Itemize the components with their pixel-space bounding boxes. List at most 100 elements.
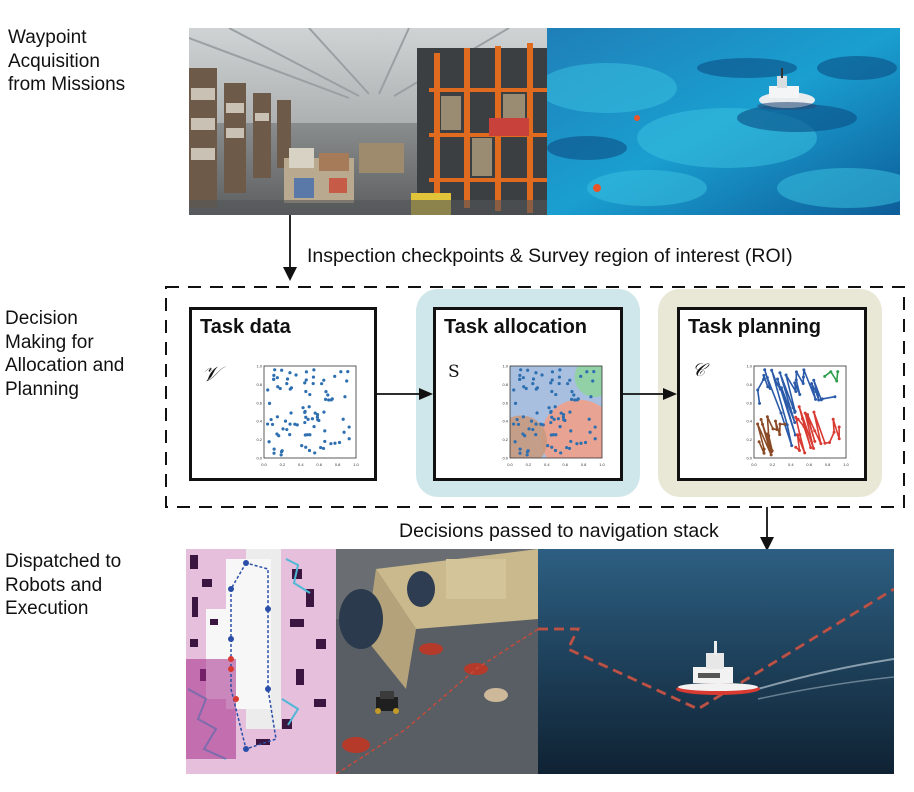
stage-label-line: Making for <box>5 331 94 353</box>
route-node <box>807 418 811 422</box>
plot-frame <box>753 365 847 459</box>
task-point <box>283 419 288 423</box>
task-point <box>559 451 563 455</box>
route-node <box>785 423 789 427</box>
route-node <box>800 417 804 421</box>
route-node <box>820 397 824 401</box>
task-point <box>525 450 530 454</box>
task-point <box>306 417 310 421</box>
stage-label-line: Execution <box>5 598 89 619</box>
occupancy-map <box>186 549 336 774</box>
task-point <box>521 415 525 419</box>
task-point <box>329 398 333 402</box>
route-node <box>805 415 809 419</box>
task-point <box>549 410 553 414</box>
task-point <box>267 401 272 405</box>
task-point <box>339 370 343 374</box>
task-point <box>512 388 516 392</box>
route-node <box>813 439 817 443</box>
route-node <box>776 377 780 381</box>
task-point <box>539 422 543 426</box>
task-point <box>550 445 554 449</box>
task-point <box>558 368 562 372</box>
x-tick-label: 0.4 <box>298 462 304 467</box>
task-point <box>521 376 525 380</box>
x-tick-label: 0.0 <box>507 462 513 467</box>
task-point <box>303 420 307 425</box>
task-point <box>529 419 534 423</box>
task-point <box>568 410 572 414</box>
route-node <box>794 389 798 393</box>
plot-frame <box>263 365 357 459</box>
task-point <box>272 377 276 381</box>
route-node <box>796 417 800 421</box>
task-point <box>527 427 531 431</box>
task-point <box>279 450 284 454</box>
task-point <box>333 374 337 378</box>
x-tick-label: 0.4 <box>788 462 794 467</box>
task-point <box>559 411 563 415</box>
task-point <box>279 453 283 457</box>
task-point <box>566 382 570 386</box>
task-point <box>281 427 285 431</box>
task-point <box>518 447 522 451</box>
task-point <box>540 373 544 377</box>
task-point <box>522 385 526 389</box>
task-point <box>277 434 281 438</box>
y-tick-label: 0.8 <box>502 382 508 387</box>
task-point <box>557 381 561 386</box>
decision-frame <box>165 286 905 508</box>
task-point <box>329 442 333 446</box>
task-point <box>315 415 319 419</box>
route-node <box>819 442 823 446</box>
route-node <box>770 368 774 372</box>
route-node <box>794 415 798 419</box>
task-point <box>534 422 538 426</box>
task-planning-routes: 0.0 0.2 0.4 0.6 0.8 1.0 1.0 0.8 0.6 0.4 0.2 0.0 <box>746 364 849 468</box>
route-node <box>793 421 797 425</box>
plot-frame <box>509 365 603 459</box>
task-point <box>293 422 297 426</box>
y-tick-label: 0.4 <box>256 419 262 424</box>
arrow-down-icon <box>760 507 774 551</box>
card-title: Task data <box>200 316 291 338</box>
task-point <box>550 378 554 382</box>
route-node <box>823 441 827 445</box>
y-tick-label: 0.8 <box>256 382 262 387</box>
task-point <box>592 369 596 374</box>
y-tick-label: 1.0 <box>256 364 262 369</box>
task-point <box>310 417 315 421</box>
task-point <box>333 441 337 445</box>
route-node <box>791 406 795 410</box>
route-node <box>767 434 771 438</box>
x-tick-label: 0.2 <box>526 462 532 467</box>
task-point <box>552 417 556 421</box>
task-point <box>341 417 345 421</box>
route-node <box>794 378 798 382</box>
stage-label-line: Planning <box>5 378 79 400</box>
task-point <box>549 381 553 385</box>
route-node <box>802 368 806 372</box>
route-node <box>837 425 841 429</box>
task-point <box>315 413 320 417</box>
task-point <box>561 415 565 419</box>
task-point <box>513 401 518 405</box>
stage-label-decision: Decision Making for Allocation and Plann… <box>5 307 124 401</box>
card-symbol: 𝒞 <box>692 360 706 381</box>
y-tick-label: 0.6 <box>256 400 262 405</box>
x-tick-label: 0.2 <box>280 462 286 467</box>
task-point <box>569 397 574 401</box>
route-node <box>790 444 794 448</box>
task-point <box>300 444 304 448</box>
route-node <box>801 382 805 386</box>
x-tick-label: 0.4 <box>544 462 550 467</box>
task-point <box>266 388 270 392</box>
task-point <box>531 427 535 432</box>
route-node <box>783 422 787 426</box>
x-tick-label: 0.6 <box>316 462 322 467</box>
task-point <box>534 433 538 437</box>
task-allocation-regions: 0.0 0.2 0.4 0.6 0.8 1.0 1.0 0.8 0.6 0.4 0.2 0.0 <box>502 364 605 468</box>
route-node <box>798 393 802 397</box>
inspection-arrow-label: Inspection checkpoints & Survey region o… <box>307 245 793 267</box>
route-node <box>762 451 766 455</box>
